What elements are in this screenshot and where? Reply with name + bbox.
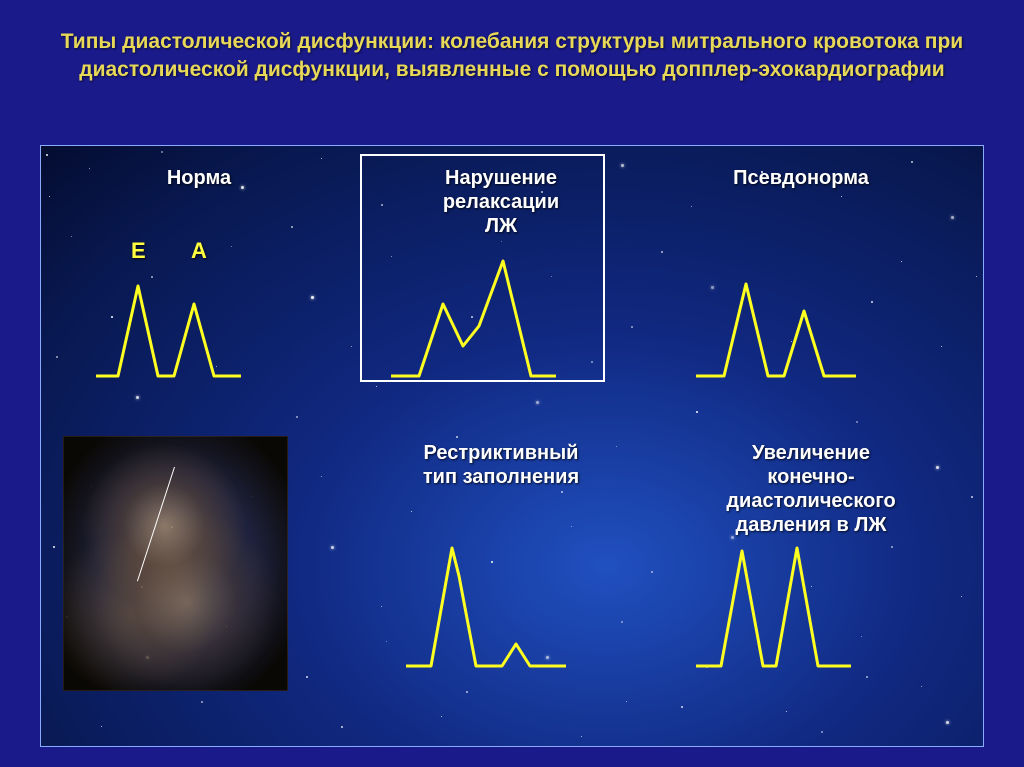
peak-label-e: E xyxy=(131,238,146,264)
diagram-area: Норма НарушениерелаксацииЛЖ Псевдонорма … xyxy=(40,145,984,747)
slide-title: Типы диастолической дисфункции: колебани… xyxy=(0,0,1024,103)
waveform-impaired xyxy=(391,256,591,386)
label-edp: Увеличениеконечно-диастолическогодавлени… xyxy=(681,441,941,537)
waveform-edp xyxy=(696,546,906,676)
echo-scan-line xyxy=(137,467,175,581)
peak-label-a: A xyxy=(191,238,207,264)
echocardiogram-image xyxy=(63,436,288,691)
waveform-pseudo xyxy=(696,276,896,386)
label-impaired: НарушениерелаксацииЛЖ xyxy=(401,166,601,238)
label-restrictive: Рестриктивныйтип заполнения xyxy=(371,441,631,489)
label-normal: Норма xyxy=(129,166,269,190)
waveform-normal xyxy=(96,276,276,386)
label-pseudo: Псевдонорма xyxy=(701,166,901,190)
waveform-restrictive xyxy=(406,546,606,676)
